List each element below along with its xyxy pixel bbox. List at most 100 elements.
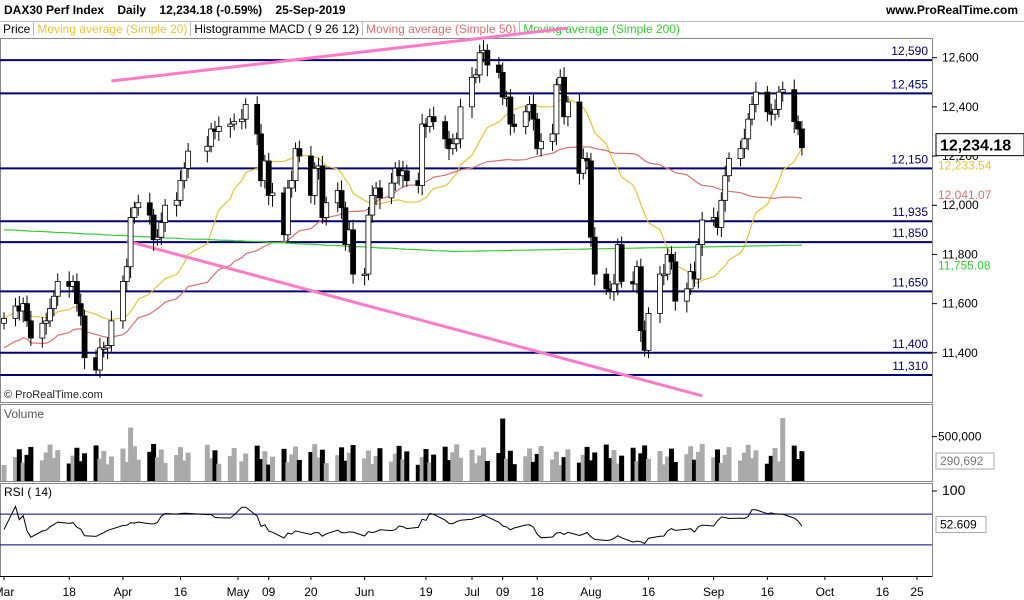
candle-body	[469, 76, 475, 108]
candle-body	[538, 140, 544, 150]
volume-bar	[484, 460, 490, 481]
volume-bar	[270, 456, 276, 481]
pink-trendline	[111, 26, 569, 83]
candle-body	[350, 229, 356, 275]
candle-body	[534, 118, 541, 150]
volume-bar	[131, 446, 137, 481]
volume-bar	[154, 457, 160, 481]
candle-body	[553, 84, 560, 135]
time-axis-label: Oct	[816, 585, 835, 599]
time-axis-label: Mar	[0, 585, 14, 599]
ma200-line	[3, 229, 802, 253]
time-axis-label: May	[227, 585, 250, 599]
volume-bar	[181, 460, 187, 481]
legend-ma20[interactable]: Moving average (Simple 20)	[34, 22, 192, 36]
candle-body	[108, 320, 115, 346]
last-price-box	[935, 133, 1024, 157]
volume-bar	[496, 453, 502, 481]
volume-bar	[692, 459, 698, 481]
time-axis-label: Jul	[464, 585, 479, 599]
volume-bar	[473, 463, 479, 481]
volume-bar	[400, 459, 406, 481]
time-axis-label: Apr	[114, 585, 133, 599]
candle-body	[507, 96, 514, 125]
candle-body	[73, 281, 80, 305]
candle-body	[683, 288, 690, 302]
volume-bar	[392, 453, 398, 481]
candle-body	[549, 133, 556, 142]
candle-body	[618, 244, 625, 282]
volume-bar	[634, 461, 640, 481]
volume-bar	[427, 462, 433, 481]
candle-body	[672, 261, 679, 302]
volume-bar	[243, 453, 249, 481]
candle-body	[645, 313, 652, 351]
candle-body	[611, 283, 617, 292]
price-axis-label: 11,600	[942, 297, 978, 311]
volume-bar	[82, 453, 88, 481]
candle-body	[1, 317, 7, 324]
volume-bar	[204, 444, 210, 481]
volume-bar	[396, 445, 402, 481]
legend-macd[interactable]: Histogramme MACD ( 9 26 12)	[191, 22, 364, 36]
candle-body	[54, 281, 61, 297]
volume-bar	[446, 460, 452, 481]
volume-bar	[672, 462, 678, 481]
candle-body	[338, 190, 345, 209]
time-axis-label: 09	[496, 585, 510, 599]
candle-body	[419, 123, 426, 186]
rsi-title: RSI ( 14)	[4, 485, 53, 499]
volume-bar	[481, 447, 487, 481]
volume-bar	[365, 450, 371, 481]
volume-axis-label: 500,000	[938, 430, 982, 444]
price-axis-label: 12,000	[942, 198, 979, 212]
volume-bar	[216, 463, 222, 481]
time-axis-label: 09	[262, 585, 276, 599]
rsi-last-value: 52.609	[940, 517, 977, 531]
candle-body	[258, 133, 264, 182]
candle-body	[369, 195, 376, 216]
instrument-title: DAX30 Perf Index Daily 12,234.18 (-0.59%…	[4, 0, 346, 20]
instrument-name: DAX30 Perf Index	[4, 3, 105, 17]
candle-body	[799, 128, 805, 149]
volume-bar	[619, 455, 625, 481]
candle-body	[100, 347, 107, 350]
candle-body	[204, 145, 211, 152]
volume-bar	[339, 447, 345, 481]
volume-bar	[553, 451, 559, 481]
candle-body	[127, 217, 134, 268]
volume-bar	[212, 450, 218, 481]
volume-bar	[584, 446, 590, 481]
time-axis-label: 25	[910, 585, 924, 599]
legend-ma50[interactable]: Moving average (Simple 50)	[363, 22, 521, 36]
candle-body	[442, 121, 449, 140]
rsi-line	[3, 505, 803, 545]
volume-bar	[350, 445, 356, 481]
candle-body	[284, 187, 291, 236]
candle-body	[664, 254, 671, 275]
candle-body	[775, 91, 782, 110]
volume-bar	[108, 456, 114, 481]
legend-price[interactable]: Price	[0, 22, 35, 36]
volume-bar	[668, 448, 674, 481]
support-resistance-label: 11,310	[892, 359, 928, 373]
candle-body	[50, 295, 57, 309]
volume-bar	[135, 459, 141, 481]
volume-bar	[530, 461, 536, 481]
candle-body	[722, 175, 729, 201]
candle-body	[181, 167, 188, 182]
ma20-last-value: 12,233.54	[938, 159, 992, 173]
time-axis-label: 19	[419, 585, 433, 599]
candle-body	[185, 150, 192, 169]
candle-body	[39, 322, 46, 339]
candle-body	[12, 305, 19, 319]
site-name[interactable]: www.ProRealTime.com	[885, 3, 1018, 17]
rsi-last-box	[935, 515, 987, 533]
volume-bar	[128, 427, 134, 481]
volume-bar	[561, 457, 567, 481]
volume-bar	[404, 451, 410, 481]
candle-body	[522, 111, 529, 127]
price-axis-label: 11,400	[942, 346, 978, 360]
legend-ma200[interactable]: Moving average (Simple 200)	[523, 22, 680, 36]
